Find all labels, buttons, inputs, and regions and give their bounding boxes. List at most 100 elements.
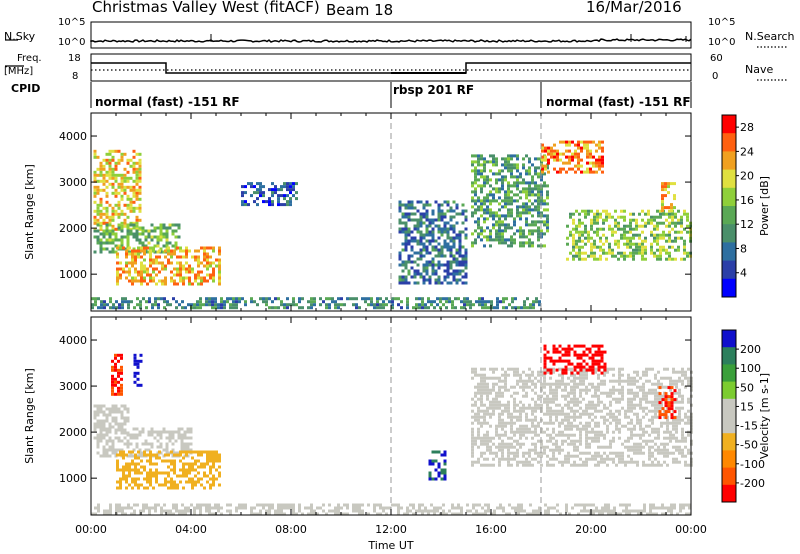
echo-cell (471, 184, 474, 188)
echo-cell (218, 261, 221, 265)
echo-cell (582, 463, 585, 467)
echo-cell (603, 382, 606, 386)
echo-cell (636, 463, 639, 467)
echo-cell (129, 229, 133, 233)
echo-cell (96, 235, 100, 239)
echo-cell (91, 512, 94, 516)
echo-cell (205, 506, 208, 510)
echo-cell (173, 282, 176, 286)
echo-cell (579, 427, 582, 431)
echo-cell (114, 419, 118, 423)
echo-cell (513, 166, 516, 170)
echo-cell (641, 248, 644, 252)
echo-cell (136, 362, 140, 366)
echo-cell (455, 236, 459, 240)
echo-cell (96, 442, 100, 446)
echo-cell (579, 373, 582, 377)
echo-cell (185, 261, 188, 265)
echo-cell (589, 155, 592, 159)
echo-cell (109, 306, 112, 310)
echo-cell (118, 506, 121, 510)
echo-cell (564, 433, 567, 437)
echo-cell (93, 170, 97, 174)
echo-cell (126, 241, 130, 245)
echo-cell (463, 300, 466, 304)
echo-cell (546, 394, 549, 398)
echo-cell (498, 379, 501, 383)
echo-cell (606, 463, 609, 467)
echo-cell (120, 226, 124, 230)
echo-cell (443, 263, 447, 267)
echo-cell (134, 468, 137, 472)
echo-cell (507, 463, 510, 467)
echo-cell (498, 415, 501, 419)
echo-cell (567, 347, 571, 351)
echo-cell (164, 279, 167, 283)
echo-cell (651, 403, 654, 407)
echo-cell (379, 512, 382, 516)
echo-cell (137, 468, 140, 472)
echo-cell (583, 143, 586, 147)
echo-cell (597, 365, 601, 369)
echo-cell (537, 190, 540, 194)
echo-cell (135, 194, 139, 198)
echo-cell (370, 300, 373, 304)
echo-cell (495, 445, 498, 449)
echo-cell (152, 453, 155, 457)
echo-cell (654, 409, 657, 413)
echo-cell (93, 176, 97, 180)
echo-cell (116, 480, 119, 484)
echo-cell (656, 239, 659, 243)
echo-cell (633, 442, 636, 446)
echo-cell (597, 394, 600, 398)
echo-cell (657, 436, 660, 440)
echo-cell (621, 451, 624, 455)
echo-cell (188, 462, 191, 466)
echo-cell (120, 448, 124, 452)
echo-cell (667, 206, 670, 210)
echo-cell (547, 152, 550, 156)
echo-cell (310, 506, 313, 510)
echo-cell (513, 409, 516, 413)
echo-cell (280, 506, 283, 510)
echo-cell (477, 436, 480, 440)
echo-cell (460, 512, 463, 516)
echo-cell (206, 474, 209, 478)
echo-cell (546, 370, 549, 374)
echo-cell (507, 238, 510, 242)
echo-cell (117, 392, 120, 396)
echo-cell (561, 406, 564, 410)
echo-cell (660, 376, 663, 380)
echo-cell (597, 433, 600, 437)
echo-cell (425, 218, 429, 222)
echo-cell (674, 221, 677, 225)
echo-cell (457, 503, 460, 507)
echo-cell (519, 214, 522, 218)
echo-cell (477, 382, 480, 386)
echo-cell (125, 249, 128, 253)
echo-cell (683, 248, 686, 252)
echo-cell (531, 412, 534, 416)
echo-cell (501, 394, 504, 398)
echo-cell (111, 419, 115, 423)
echo-cell (529, 306, 532, 310)
echo-cell (520, 306, 523, 310)
echo-cell (114, 410, 118, 414)
echo-cell (464, 218, 468, 222)
echo-cell (594, 353, 598, 357)
echo-cell (664, 398, 668, 402)
echo-cell (440, 218, 444, 222)
echo-cell (274, 306, 277, 310)
echo-cell (194, 276, 197, 280)
echo-cell (507, 415, 510, 419)
echo-cell (259, 188, 262, 192)
echo-cell (552, 409, 555, 413)
echo-cell (93, 179, 97, 183)
echo-cell (149, 258, 152, 262)
echo-cell (516, 205, 519, 209)
echo-cell (186, 448, 190, 452)
echo-cell (596, 221, 599, 225)
echo-cell (410, 230, 414, 234)
echo-cell (513, 241, 516, 245)
echo-cell (471, 421, 474, 425)
